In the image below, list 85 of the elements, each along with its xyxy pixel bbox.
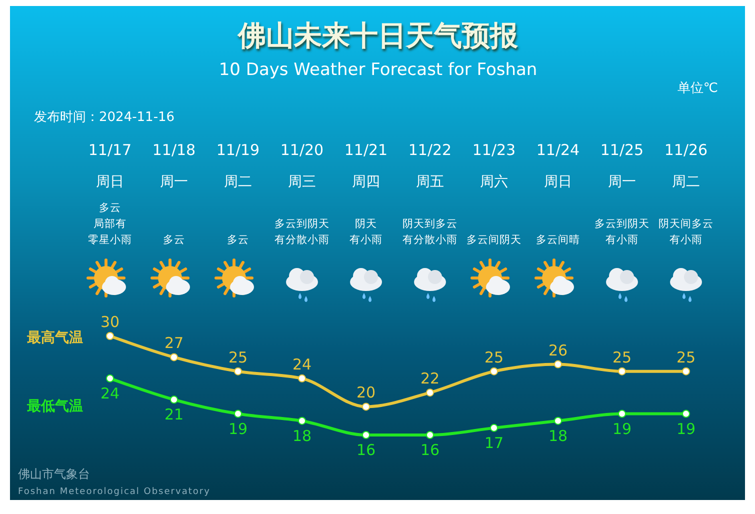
data-label: 17 bbox=[484, 434, 504, 452]
series-label: 最高气温 bbox=[26, 329, 83, 346]
data-label: 19 bbox=[676, 420, 696, 438]
text: 多云 bbox=[163, 234, 185, 246]
text: 有小雨 bbox=[350, 233, 382, 246]
point bbox=[362, 431, 370, 439]
text: 周日 bbox=[544, 174, 572, 190]
text: 多云到阴天 bbox=[594, 218, 650, 230]
point bbox=[554, 360, 562, 368]
text: 周六 bbox=[480, 174, 508, 190]
x-tick-label: 11/24 bbox=[536, 141, 580, 159]
text: 有小雨 bbox=[670, 233, 702, 246]
x-tick-label: 11/17 bbox=[88, 141, 132, 159]
x-tick-label: 11/18 bbox=[152, 141, 196, 159]
x-tick-label: 11/26 bbox=[664, 141, 708, 159]
point bbox=[106, 374, 114, 382]
text: 局部有 bbox=[94, 217, 126, 230]
point bbox=[554, 416, 562, 425]
data-label: 24 bbox=[292, 355, 312, 374]
x-tick-label: 11/23 bbox=[472, 141, 516, 159]
text: 多云间阴天 bbox=[466, 234, 522, 246]
point bbox=[426, 431, 434, 439]
data-label: 25 bbox=[484, 348, 504, 366]
data-label: 18 bbox=[548, 426, 568, 445]
text: 最低气温 bbox=[26, 398, 83, 414]
point bbox=[170, 353, 178, 362]
data-label: 25 bbox=[612, 348, 632, 366]
chart-title: 佛山未来十日天气预报 bbox=[237, 19, 519, 52]
x-tick-label: 11/20 bbox=[280, 141, 324, 159]
text: 多云到阴天 bbox=[274, 218, 330, 230]
data-label: 20 bbox=[356, 384, 376, 402]
text: 零星小雨 bbox=[88, 233, 132, 246]
point bbox=[618, 410, 626, 418]
text: 多云 bbox=[227, 234, 249, 246]
text: 多云 bbox=[99, 202, 121, 214]
text: 阴天间多云 bbox=[658, 218, 714, 230]
text: 有小雨 bbox=[606, 233, 638, 246]
text: 有分散小雨 bbox=[274, 233, 330, 246]
data-label: 22 bbox=[420, 370, 440, 388]
x-tick-label: 11/22 bbox=[408, 141, 452, 159]
point bbox=[234, 410, 242, 418]
text: 周二 bbox=[672, 174, 700, 190]
data-label: 16 bbox=[420, 441, 440, 459]
text: 佛山市气象台 bbox=[18, 467, 90, 481]
point bbox=[490, 367, 498, 376]
x-tick-label: 11/19 bbox=[216, 141, 260, 159]
text: 有分散小雨 bbox=[402, 233, 458, 246]
point bbox=[298, 374, 306, 382]
text: 周日 bbox=[96, 174, 124, 190]
text: 阴天到多云 bbox=[402, 218, 458, 230]
point bbox=[170, 396, 178, 404]
text: 周五 bbox=[416, 174, 444, 190]
text: 多云间晴 bbox=[536, 233, 580, 246]
data-label: 19 bbox=[612, 420, 632, 438]
text: 周四 bbox=[352, 174, 380, 190]
text: 阴天 bbox=[355, 218, 377, 230]
point bbox=[106, 332, 114, 340]
text: Foshan Meteorological Observatory bbox=[18, 487, 210, 497]
point bbox=[682, 410, 690, 418]
text: 单位℃ bbox=[677, 81, 718, 96]
data-label: 27 bbox=[164, 334, 184, 352]
point bbox=[682, 367, 690, 376]
x-tick-label: 11/25 bbox=[600, 141, 644, 159]
data-label: 25 bbox=[228, 348, 248, 366]
text: 周一 bbox=[608, 174, 636, 190]
x-tick-label: 11/21 bbox=[344, 141, 388, 159]
data-label: 24 bbox=[100, 384, 120, 402]
data-label: 30 bbox=[100, 313, 120, 331]
data-label: 26 bbox=[548, 341, 568, 360]
data-label: 21 bbox=[164, 406, 184, 424]
point bbox=[234, 367, 242, 376]
data-label: 25 bbox=[676, 348, 696, 366]
data-label: 18 bbox=[292, 426, 312, 445]
data-label: 16 bbox=[356, 441, 376, 459]
point bbox=[490, 424, 498, 432]
point bbox=[426, 388, 434, 397]
text: 发布时间：2024-11-16 bbox=[34, 110, 175, 125]
point bbox=[298, 416, 306, 425]
text: 周二 bbox=[224, 174, 252, 190]
point bbox=[362, 402, 370, 411]
chart-subtitle: 10 Days Weather Forecast for Foshan bbox=[218, 60, 538, 80]
text: 周三 bbox=[288, 174, 316, 190]
text: 周一 bbox=[160, 174, 188, 190]
point bbox=[618, 367, 626, 376]
data-label: 19 bbox=[228, 420, 248, 438]
